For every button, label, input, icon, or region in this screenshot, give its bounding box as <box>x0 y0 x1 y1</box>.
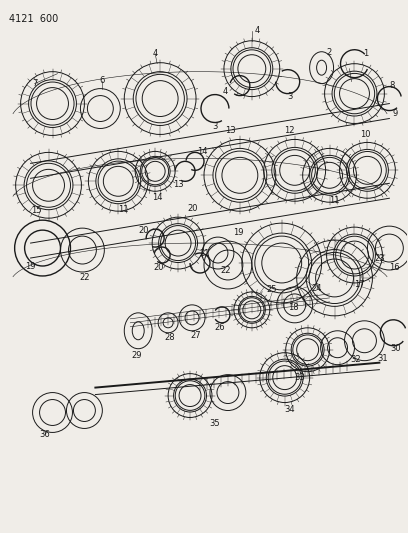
Text: 23: 23 <box>374 254 385 263</box>
Text: 3: 3 <box>287 92 293 101</box>
Text: 2: 2 <box>326 48 331 57</box>
Text: 17: 17 <box>354 280 365 289</box>
Text: 32: 32 <box>350 355 361 364</box>
Text: 4121  600: 4121 600 <box>9 14 58 24</box>
Text: 15: 15 <box>31 206 42 215</box>
Text: 22: 22 <box>221 266 231 276</box>
Text: 10: 10 <box>360 130 371 139</box>
Text: 20: 20 <box>138 225 149 235</box>
Text: 7: 7 <box>32 79 37 88</box>
Text: 11: 11 <box>329 196 340 205</box>
Text: 12: 12 <box>284 126 295 135</box>
Text: 4: 4 <box>222 87 228 96</box>
Text: 8: 8 <box>390 81 395 90</box>
Text: 13: 13 <box>173 180 184 189</box>
Text: 19: 19 <box>25 262 36 271</box>
Text: 14: 14 <box>152 193 162 201</box>
Text: 18: 18 <box>288 303 299 312</box>
Text: 27: 27 <box>191 332 201 340</box>
Text: 24: 24 <box>311 285 322 294</box>
Text: 19: 19 <box>233 228 243 237</box>
Text: 4: 4 <box>254 26 259 35</box>
Text: 22: 22 <box>79 273 90 282</box>
Text: 3: 3 <box>212 122 217 131</box>
Text: 31: 31 <box>377 354 388 363</box>
Text: 36: 36 <box>39 430 50 439</box>
Text: 29: 29 <box>131 351 142 360</box>
Text: 20: 20 <box>153 263 164 272</box>
Text: 6: 6 <box>100 76 105 85</box>
Text: 13: 13 <box>224 126 235 135</box>
Text: 30: 30 <box>390 344 401 353</box>
Text: 25: 25 <box>266 285 277 294</box>
Text: 14: 14 <box>197 147 207 156</box>
Text: 9: 9 <box>393 109 398 118</box>
Text: 21: 21 <box>200 248 210 257</box>
Text: 16: 16 <box>389 263 400 272</box>
Text: 11: 11 <box>118 205 129 214</box>
Text: 33: 33 <box>294 373 305 382</box>
Text: 28: 28 <box>165 333 175 342</box>
Text: 35: 35 <box>210 419 220 428</box>
Text: 1: 1 <box>363 49 368 58</box>
Text: 26: 26 <box>215 324 225 332</box>
Text: 4: 4 <box>153 49 158 58</box>
Text: 20: 20 <box>188 204 198 213</box>
Text: 34: 34 <box>284 405 295 414</box>
